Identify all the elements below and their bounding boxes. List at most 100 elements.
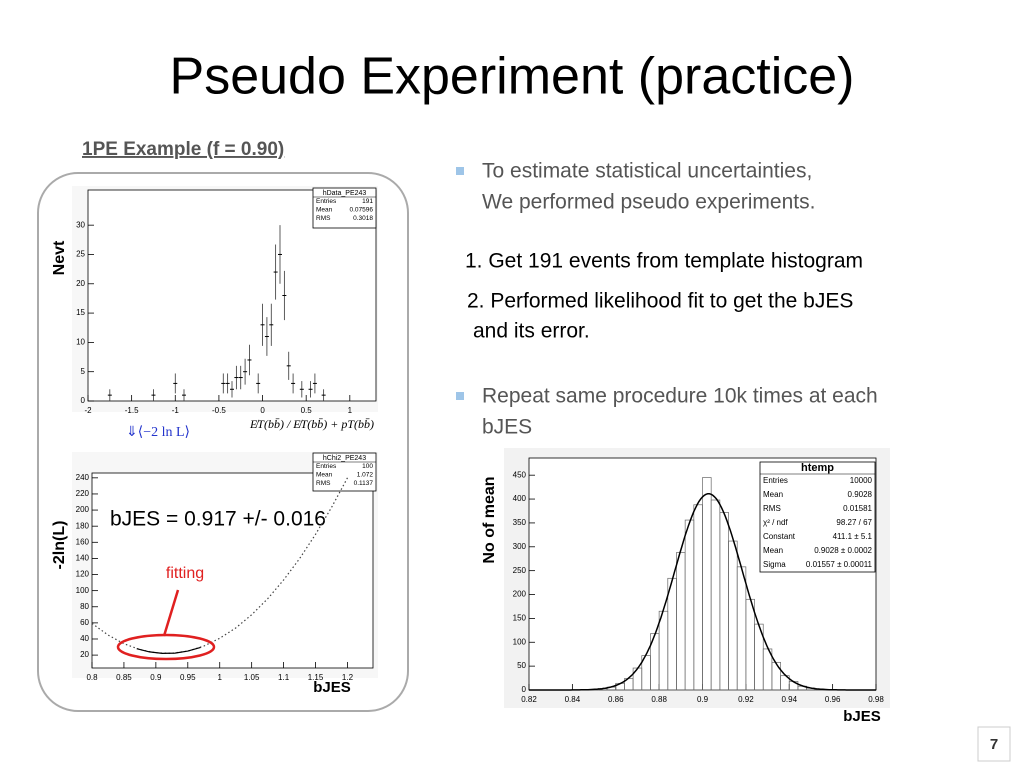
y-tick-label: 15 <box>76 308 85 317</box>
plot-area <box>91 472 374 669</box>
y-tick-label: 5 <box>81 367 86 376</box>
step-text: and its error. <box>473 320 590 343</box>
y-tick-label: 250 <box>513 566 527 575</box>
x-tick-label: -2 <box>84 406 92 415</box>
bullet-text: To estimate statistical uncertainties, <box>482 160 812 183</box>
stats-box <box>759 461 876 573</box>
stats-box <box>312 452 377 492</box>
stats-value: 10000 <box>850 476 873 485</box>
x-tick-label: 1.2 <box>342 673 354 682</box>
x-tick-label: 1 <box>218 673 223 682</box>
y-tick-label: 0 <box>81 396 86 405</box>
stats-label: RMS <box>316 215 331 222</box>
x-tick-label: 0.85 <box>116 673 132 682</box>
annotation-pointer <box>162 589 180 637</box>
x-tick-label: -1 <box>172 406 180 415</box>
stats-value: 0.07596 <box>350 207 374 214</box>
x-tick-label: -1.5 <box>125 406 139 415</box>
y-tick-label: 20 <box>76 279 85 288</box>
y-tick-label: 20 <box>80 650 89 659</box>
stats-label: χ² / ndf <box>763 518 788 527</box>
stats-label: Mean <box>316 472 333 479</box>
stats-label: Entries <box>316 198 337 205</box>
stats-value: 411.1 ± 5.1 <box>833 532 873 541</box>
y-tick-label: 100 <box>513 637 527 646</box>
example-heading: 1PE Example (f = 0.90) <box>82 139 284 160</box>
stats-label: Mean <box>763 490 783 499</box>
page-number: 7 <box>990 736 998 753</box>
step-text: 1. Get 191 events from template histogra… <box>465 250 863 273</box>
y-axis-label: -2ln(L) <box>51 521 68 570</box>
stats-value: 0.01557 ± 0.00011 <box>806 560 873 569</box>
stats-title: hChi2_PE243 <box>323 455 366 462</box>
x-tick-label: 0.86 <box>608 695 624 704</box>
fit-curve <box>136 646 201 655</box>
y-tick-label: 200 <box>76 505 90 514</box>
stats-value: 0.01581 <box>843 504 872 513</box>
bullet-text: Repeat same procedure 10k times at each <box>482 385 878 408</box>
x-tick-label: 0.8 <box>86 673 98 682</box>
x-axis-label: E̸T(bb̄) / E̸T(bb̄) + pT(bb̄) <box>249 417 374 431</box>
x-tick-label: 0.94 <box>781 695 797 704</box>
stats-label: Mean <box>763 546 783 555</box>
stats-value: 98.27 / 67 <box>836 518 872 527</box>
y-tick-label: 160 <box>76 537 90 546</box>
stats-title: hData_PE243 <box>323 190 367 197</box>
x-tick-label: 0.88 <box>651 695 667 704</box>
x-axis-label: bJES <box>843 708 881 725</box>
x-tick-label: 0.9 <box>697 695 709 704</box>
step-text: 2. Performed likelihood fit to get the b… <box>467 290 853 313</box>
stats-value: 0.3018 <box>353 215 373 222</box>
page-number-box <box>977 726 1011 762</box>
y-tick-label: 400 <box>513 494 527 503</box>
highlight-ellipse <box>116 633 216 661</box>
likelihood-curve <box>91 477 349 654</box>
y-tick-label: 60 <box>80 618 89 627</box>
y-tick-label: 150 <box>513 614 527 623</box>
stats-value: 1.072 <box>357 472 374 479</box>
y-tick-label: 140 <box>76 554 90 563</box>
gaussian-fit <box>529 493 876 691</box>
stats-value: 100 <box>362 463 373 470</box>
y-tick-label: 100 <box>76 586 90 595</box>
x-tick-label: 0.92 <box>738 695 754 704</box>
y-tick-label: 200 <box>513 590 527 599</box>
y-tick-label: 0 <box>522 685 527 694</box>
x-axis-label: bJES <box>313 679 351 696</box>
fit-result: bJES = 0.917 +/- 0.016 <box>110 508 326 531</box>
y-tick-label: 30 <box>76 220 85 229</box>
x-tick-label: 0.95 <box>180 673 196 682</box>
stats-value: 0.9028 ± 0.0002 <box>814 546 872 555</box>
x-tick-label: 1.15 <box>308 673 324 682</box>
x-tick-label: 0.98 <box>868 695 884 704</box>
x-tick-label: 0.5 <box>301 406 313 415</box>
y-tick-label: 220 <box>76 489 90 498</box>
x-tick-label: 1.1 <box>278 673 290 682</box>
bullet-icon <box>456 392 464 400</box>
stats-label: Entries <box>316 463 337 470</box>
x-tick-label: -0.5 <box>212 406 226 415</box>
x-tick-label: 0.96 <box>825 695 841 704</box>
y-tick-label: 25 <box>76 250 85 259</box>
y-tick-label: 80 <box>80 602 89 611</box>
bullet-text: We performed pseudo experiments. <box>482 191 815 214</box>
stats-label: Sigma <box>763 560 786 569</box>
stats-value: 0.1137 <box>354 480 374 487</box>
y-axis-label: Nevt <box>51 240 68 275</box>
stats-label: Constant <box>763 532 796 541</box>
stats-box <box>312 187 377 229</box>
y-tick-label: 180 <box>76 521 90 530</box>
stats-value: 0.9028 <box>848 490 873 499</box>
stats-label: RMS <box>316 480 331 487</box>
y-tick-label: 350 <box>513 518 527 527</box>
y-tick-label: 300 <box>513 542 527 551</box>
y-tick-label: 10 <box>76 337 85 346</box>
stats-title: htemp <box>801 462 834 474</box>
x-tick-label: 1 <box>348 406 353 415</box>
y-tick-label: 450 <box>513 470 527 479</box>
bullet-text: bJES <box>482 416 532 439</box>
y-axis-label: No of mean <box>481 476 498 563</box>
x-tick-label: 0.9 <box>150 673 162 682</box>
stats-label: RMS <box>763 504 781 513</box>
